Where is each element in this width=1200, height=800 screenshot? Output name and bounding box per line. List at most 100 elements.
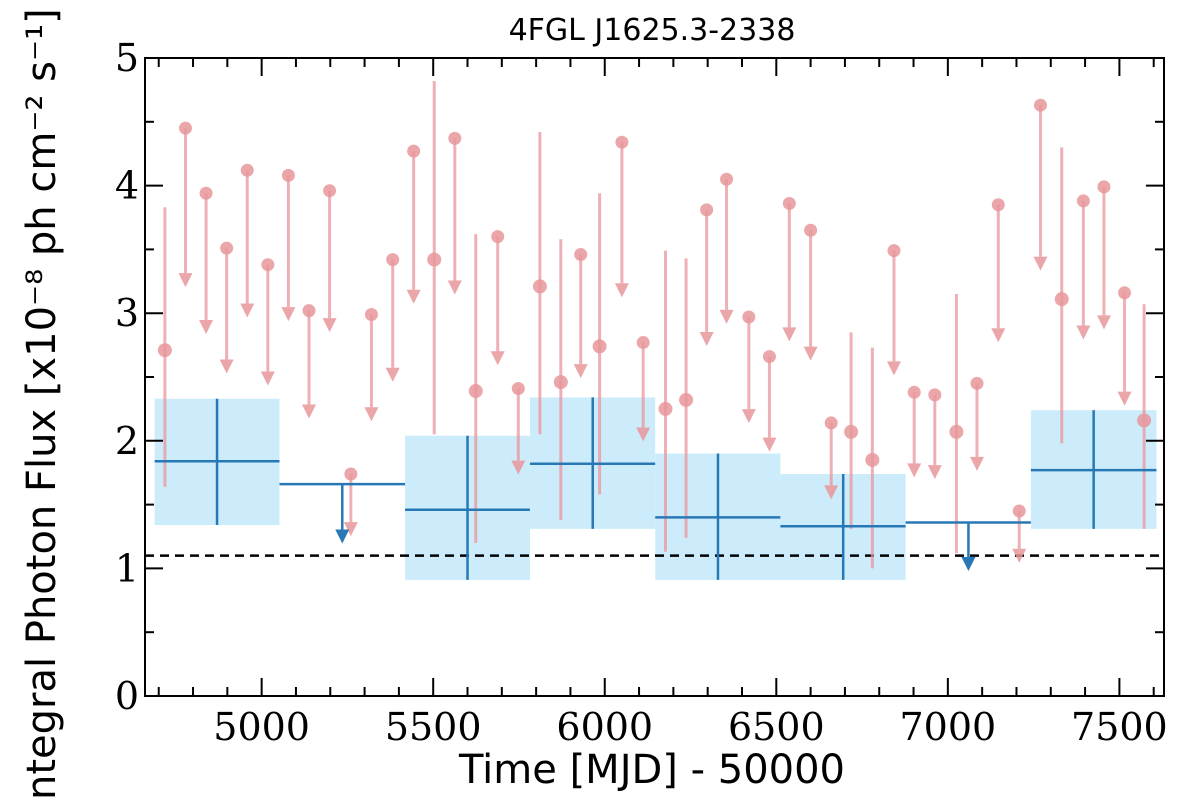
plot-area: [145, 80, 1164, 580]
fine-bin-upper-limit-arrow: [1117, 391, 1132, 406]
fine-bin-upper-limit-arrow: [260, 371, 275, 386]
x-tick-label: 6500: [728, 705, 825, 749]
fine-bin-upper-limit-arrow: [511, 460, 526, 475]
fine-bin-upper-limit-arrow: [970, 456, 985, 471]
plot-frame: [144, 57, 1165, 697]
fine-bin-upper-limit-point: [448, 131, 462, 145]
fine-bin-point: [427, 252, 442, 267]
fine-bin-upper-limit-point: [240, 163, 254, 177]
fine-bin-upper-limit-arrow: [907, 463, 922, 478]
fine-bin-upper-limit-point: [742, 310, 756, 324]
fine-bin-point: [553, 375, 568, 390]
fine-bin-upper-limit-point: [323, 184, 337, 198]
fine-bin-upper-limit-point: [887, 244, 901, 258]
fine-bin-upper-limit-arrow: [490, 351, 505, 366]
fine-bin-upper-limit-arrow: [803, 346, 818, 361]
fine-bin-upper-limit-arrow: [343, 522, 358, 537]
fine-bin-upper-limit-arrow: [302, 404, 317, 419]
fine-bin-upper-limit-arrow: [991, 328, 1006, 343]
fine-bin-upper-limit-point: [511, 381, 525, 395]
x-tick-label: 7000: [899, 705, 996, 749]
fine-bin-upper-limit-point: [700, 203, 714, 217]
fine-bin-upper-limit-point: [991, 198, 1005, 212]
fine-bin-upper-limit-arrow: [636, 427, 651, 442]
fine-bin-point: [1054, 292, 1069, 307]
axis-ticks: 5000 5500 6000 6500 7000 7500 0 1 2 3 4 5: [115, 36, 1168, 749]
fine-bin-upper-limit-point: [302, 304, 316, 318]
fine-bin-upper-limit-point: [281, 168, 295, 182]
fine-bin-upper-limit-arrow: [699, 331, 714, 346]
fine-bin-point: [949, 424, 964, 439]
y-tick-label: 1: [115, 546, 139, 590]
coarse-bin-upper-limit-arrow: [335, 529, 350, 544]
fine-bin-point: [157, 343, 172, 358]
fine-bin-upper-limit-arrow: [782, 327, 797, 342]
fine-bin-point: [532, 279, 547, 294]
fine-bin-upper-limit-point: [574, 248, 588, 262]
fine-bin-upper-limit-arrow: [322, 318, 337, 333]
x-tick-label: 5000: [213, 705, 310, 749]
fine-bin-upper-limit-point: [1097, 180, 1111, 194]
fine-bin-upper-limit-arrow: [385, 367, 400, 382]
y-tick-label: 5: [115, 36, 139, 80]
fine-bin-upper-limit-point: [1076, 194, 1090, 208]
fine-bin-upper-limit-point: [261, 258, 275, 272]
fine-bin-upper-limit-point: [491, 230, 505, 244]
fine-bin-upper-limit-point: [1012, 504, 1026, 518]
fine-bin-upper-limit-arrow: [178, 273, 193, 288]
chart-title: 4FGL J1625.3-2338: [509, 13, 796, 48]
fine-bin-upper-limit-arrow: [1096, 315, 1111, 330]
fine-bin-upper-limit-point: [178, 121, 192, 135]
fine-bin-point: [1137, 413, 1152, 428]
fine-bin-upper-limit-point: [970, 376, 984, 390]
fine-bin-upper-limit-arrow: [573, 364, 588, 379]
fine-bin-upper-limit-arrow: [199, 320, 214, 335]
fine-bin-upper-limit-point: [720, 172, 734, 186]
fine-bin-upper-limit-arrow: [447, 280, 462, 295]
fine-bin-upper-limit-arrow: [1076, 325, 1091, 340]
fine-bin-point: [468, 384, 483, 399]
fine-bin-point: [844, 424, 859, 439]
fine-bin-point: [865, 452, 880, 467]
x-tick-label: 7500: [1071, 705, 1168, 749]
fine-bin-upper-limit-point: [386, 253, 400, 267]
fine-bin-upper-limit-point: [762, 350, 776, 364]
y-axis-label: Integral Photon Flux [x10⁻⁸ ph cm⁻² s⁻¹]: [19, 8, 65, 800]
fine-bin-upper-limit-arrow: [762, 437, 777, 452]
fine-bin-upper-limit-arrow: [406, 289, 421, 304]
fine-bin-upper-limit-point: [804, 223, 818, 237]
x-tick-label: 5500: [385, 705, 482, 749]
fine-bin-upper-limit-arrow: [614, 283, 629, 298]
y-tick-label: 2: [115, 419, 139, 463]
y-tick-label: 4: [115, 164, 139, 208]
fine-bin-upper-limit-point: [407, 144, 421, 158]
fine-bin-upper-limit-point: [220, 241, 234, 255]
y-tick-label: 0: [115, 674, 139, 718]
fine-bin-upper-limit-point: [344, 467, 358, 481]
fine-bin-point: [679, 392, 694, 407]
fine-bin-point: [592, 339, 607, 354]
fine-bin-upper-limit-arrow: [927, 465, 942, 480]
fine-bin-upper-limit-point: [615, 135, 629, 149]
fine-bin-upper-limit-arrow: [240, 303, 255, 318]
fine-bin-upper-limit-point: [907, 385, 921, 399]
fine-bin-upper-limit-arrow: [281, 307, 296, 322]
fine-bin-upper-limit-point: [824, 416, 838, 430]
y-tick-label: 3: [115, 291, 139, 335]
fine-bin-upper-limit-point: [364, 307, 378, 321]
fine-bin-upper-limit-arrow: [824, 485, 839, 500]
fine-bin-upper-limit-point: [199, 186, 213, 200]
x-axis-label: Time [MJD] - 50000: [458, 747, 845, 793]
fine-bin-upper-limit-arrow: [886, 361, 901, 376]
fine-bin-upper-limit-point: [928, 388, 942, 402]
fine-bin-upper-limit-point: [782, 196, 796, 210]
fine-bin-upper-limit-arrow: [1033, 256, 1048, 271]
x-tick-label: 6000: [556, 705, 653, 749]
fine-bin-point: [658, 401, 673, 416]
fine-bin-upper-limit-arrow: [364, 407, 379, 422]
fine-bin-upper-limit-arrow: [741, 409, 756, 424]
coarse-bin-upper-limit-arrow: [961, 557, 976, 572]
fine-bin-upper-limit-point: [636, 336, 650, 350]
fine-bin-upper-limit-arrow: [719, 309, 734, 324]
